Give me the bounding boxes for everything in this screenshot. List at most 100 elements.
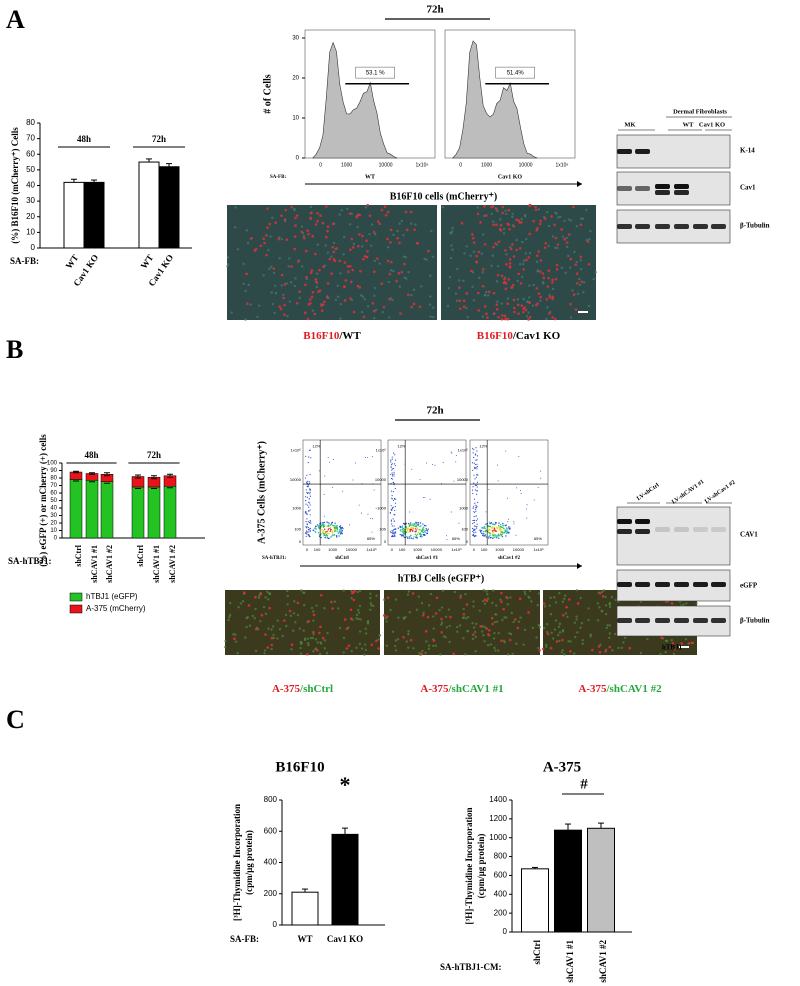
event-dot — [321, 530, 324, 532]
event-dot — [499, 533, 501, 535]
event-dot — [309, 514, 311, 516]
micrograph-cell — [519, 246, 522, 250]
event-dot — [318, 470, 320, 472]
micrograph-caption: A-375/shCAV1 #1 — [420, 683, 503, 695]
event-dot — [501, 535, 504, 538]
event-dot — [489, 532, 491, 535]
micrograph-texture — [262, 605, 266, 609]
blot-band — [655, 224, 670, 229]
micrograph-texture — [288, 300, 292, 303]
micrograph-texture — [316, 641, 319, 644]
event-dot — [390, 464, 393, 466]
micrograph-texture — [516, 298, 520, 301]
micrograph-texture — [486, 597, 490, 600]
micrograph-texture — [474, 635, 478, 639]
event-dot — [505, 450, 507, 452]
micrograph-texture — [557, 633, 560, 637]
event-dot — [391, 495, 393, 497]
y-tick-label: 20 — [26, 212, 35, 221]
event-dot — [476, 486, 478, 488]
micrograph-cell — [282, 296, 285, 300]
micrograph-texture — [548, 604, 551, 607]
event-dot — [391, 525, 393, 527]
event-dot — [326, 521, 328, 523]
micrograph-texture — [589, 229, 592, 233]
event-dot — [307, 462, 309, 464]
micrograph-texture — [361, 295, 365, 298]
event-dot — [471, 527, 474, 530]
micrograph-texture — [429, 295, 432, 298]
micrograph-texture — [422, 611, 425, 615]
micrograph-cell — [472, 633, 475, 636]
micrograph-cell — [331, 607, 334, 610]
event-dot — [325, 533, 328, 536]
micrograph-cell — [598, 591, 602, 595]
micrograph-cell — [522, 307, 525, 311]
micrograph-cell — [274, 221, 277, 225]
micrograph-texture — [557, 625, 561, 628]
micrograph-texture — [315, 272, 319, 275]
event-dot — [394, 502, 397, 504]
micrograph-cell — [358, 286, 362, 289]
micrograph-texture — [430, 229, 433, 233]
micrograph-texture — [485, 590, 488, 593]
event-dot — [474, 453, 476, 455]
event-dot — [415, 522, 417, 524]
micrograph-cell — [272, 267, 276, 270]
micrograph-cell — [335, 247, 338, 250]
micrograph-texture — [339, 317, 342, 320]
micrograph-texture — [336, 284, 340, 288]
micrograph-cell — [554, 277, 558, 281]
micrograph-texture — [563, 597, 566, 601]
arrow-head — [577, 181, 582, 187]
event-dot — [306, 518, 308, 520]
event-dot — [455, 461, 457, 463]
event-dot — [537, 486, 539, 488]
micrograph-texture — [496, 300, 499, 303]
micrograph-texture — [268, 267, 271, 271]
micrograph-texture — [451, 248, 454, 251]
micrograph-cell — [491, 204, 495, 208]
micrograph-texture — [545, 317, 548, 321]
event-dot — [306, 481, 308, 483]
micrograph-texture — [492, 589, 495, 592]
event-dot — [341, 526, 344, 529]
micrograph-texture — [537, 208, 541, 211]
event-dot — [485, 523, 487, 526]
x-tick-label: WT — [297, 934, 312, 944]
micrograph-cell — [283, 218, 287, 221]
micrograph-cell — [315, 281, 319, 284]
micrograph-texture — [481, 630, 484, 633]
micrograph-texture — [355, 646, 358, 650]
micrograph-cell — [351, 591, 354, 595]
micrograph-cell — [567, 233, 571, 236]
micrograph-texture — [281, 634, 284, 638]
micrograph-texture — [278, 627, 282, 631]
event-dot — [425, 525, 427, 527]
micrograph-cell — [517, 312, 520, 315]
micrograph-texture — [523, 215, 527, 218]
micrograph-cell — [576, 602, 580, 605]
micrograph-texture — [418, 651, 421, 655]
micrograph-cell — [432, 639, 436, 642]
group-label: 48h — [77, 134, 91, 144]
event-dot — [427, 528, 429, 530]
micrograph-texture — [302, 591, 305, 594]
micrograph-texture — [492, 220, 495, 223]
x-tick-label: 1x10⁵ — [533, 547, 544, 552]
micrograph-texture — [434, 644, 438, 647]
micrograph-cell — [345, 627, 349, 631]
event-dot — [354, 462, 356, 464]
micrograph-cell — [515, 248, 518, 252]
event-dot — [333, 534, 336, 536]
x-prefix: SA-hTBJ1: — [8, 556, 52, 566]
micrograph-texture — [528, 296, 531, 299]
micrograph-texture — [270, 291, 273, 294]
micrograph-texture — [441, 589, 445, 592]
micrograph-cell — [477, 309, 481, 312]
micrograph-cell — [372, 309, 376, 313]
micrograph-cell — [487, 633, 490, 636]
micrograph-cell — [507, 278, 511, 281]
event-dot — [495, 530, 498, 532]
event-dot — [487, 537, 490, 539]
